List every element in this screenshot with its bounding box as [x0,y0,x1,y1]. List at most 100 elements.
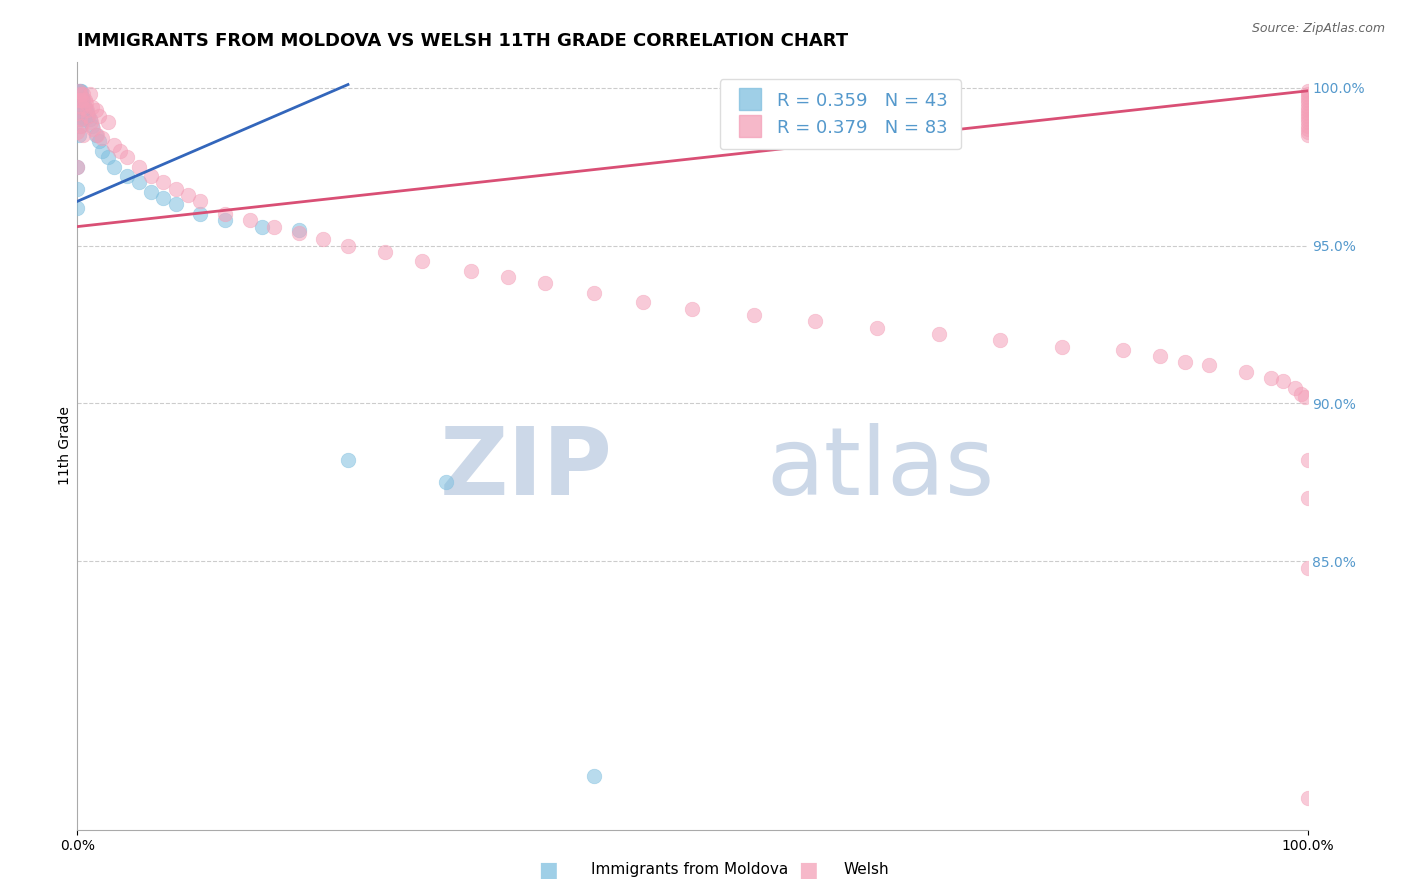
Point [165,182,187,196]
Point [82,100,104,114]
Point [77,109,100,123]
Point [1198,359,1220,373]
Point [1296,103,1319,117]
Point [97,150,120,164]
Point [1050,340,1073,354]
Point [1296,100,1319,114]
Point [79,112,101,127]
Point [1296,560,1319,574]
Point [1296,109,1319,123]
Point [66,106,89,120]
Point [1294,390,1316,404]
Point [82,119,104,133]
Point [69,112,91,127]
Point [188,207,212,221]
Point [70,93,93,107]
Point [1296,106,1319,120]
Point [67,84,90,98]
Point [337,238,360,252]
Point [72,93,94,107]
Point [67,112,90,127]
Point [128,160,150,174]
Point [141,169,163,183]
Point [496,270,519,285]
Point [1296,128,1319,142]
Point [1296,90,1319,104]
Point [239,213,262,227]
Point [67,103,90,117]
Point [80,115,103,129]
Point [1296,121,1319,136]
Point [214,213,236,227]
Point [69,103,91,117]
Point [66,125,89,139]
Point [1296,491,1319,505]
Point [633,295,655,310]
Point [115,150,138,164]
Point [312,232,335,246]
Point [70,106,93,120]
Point [70,119,93,133]
Point [89,134,111,148]
Point [84,128,107,142]
Y-axis label: 11th Grade: 11th Grade [58,407,72,485]
Point [82,121,104,136]
Point [188,194,212,209]
Point [337,453,360,467]
Text: Immigrants from Moldova: Immigrants from Moldova [591,863,787,877]
Point [69,84,91,98]
Point [75,96,97,111]
Text: ZIP: ZIP [440,423,613,515]
Point [67,93,90,107]
Point [1291,387,1313,401]
Point [69,90,91,104]
Point [72,128,94,142]
Point [77,109,100,123]
Point [70,109,93,123]
Point [988,333,1011,347]
Point [1112,343,1135,357]
Point [1296,84,1319,98]
Point [90,131,114,145]
Point [66,160,89,174]
Point [1296,115,1319,129]
Point [804,314,827,328]
Point [1296,93,1319,107]
Point [534,277,557,291]
Point [73,93,96,107]
Point [165,197,187,211]
Text: atlas: atlas [766,423,994,515]
Point [288,226,311,240]
Point [67,87,90,101]
Point [66,182,89,196]
Point [288,223,311,237]
Point [1284,381,1306,395]
Point [70,93,93,107]
Point [67,84,90,98]
Point [1149,349,1171,363]
Point [742,308,765,322]
Point [928,326,950,341]
Text: IMMIGRANTS FROM MOLDOVA VS WELSH 11TH GRADE CORRELATION CHART: IMMIGRANTS FROM MOLDOVA VS WELSH 11TH GR… [77,32,848,50]
Text: ■: ■ [538,860,558,880]
Point [436,475,458,490]
Point [1272,374,1295,388]
Point [90,144,114,158]
Point [73,100,96,114]
Point [70,100,93,114]
Point [89,109,111,123]
Point [374,244,396,259]
Point [1296,112,1319,127]
Point [177,188,200,202]
Point [263,219,285,234]
Point [1296,125,1319,139]
Point [66,201,89,215]
Point [1234,365,1257,379]
Point [128,175,150,189]
Point [1260,371,1282,385]
Point [411,254,433,268]
Point [66,160,89,174]
Point [86,128,108,142]
Point [583,769,606,783]
Point [72,87,94,101]
